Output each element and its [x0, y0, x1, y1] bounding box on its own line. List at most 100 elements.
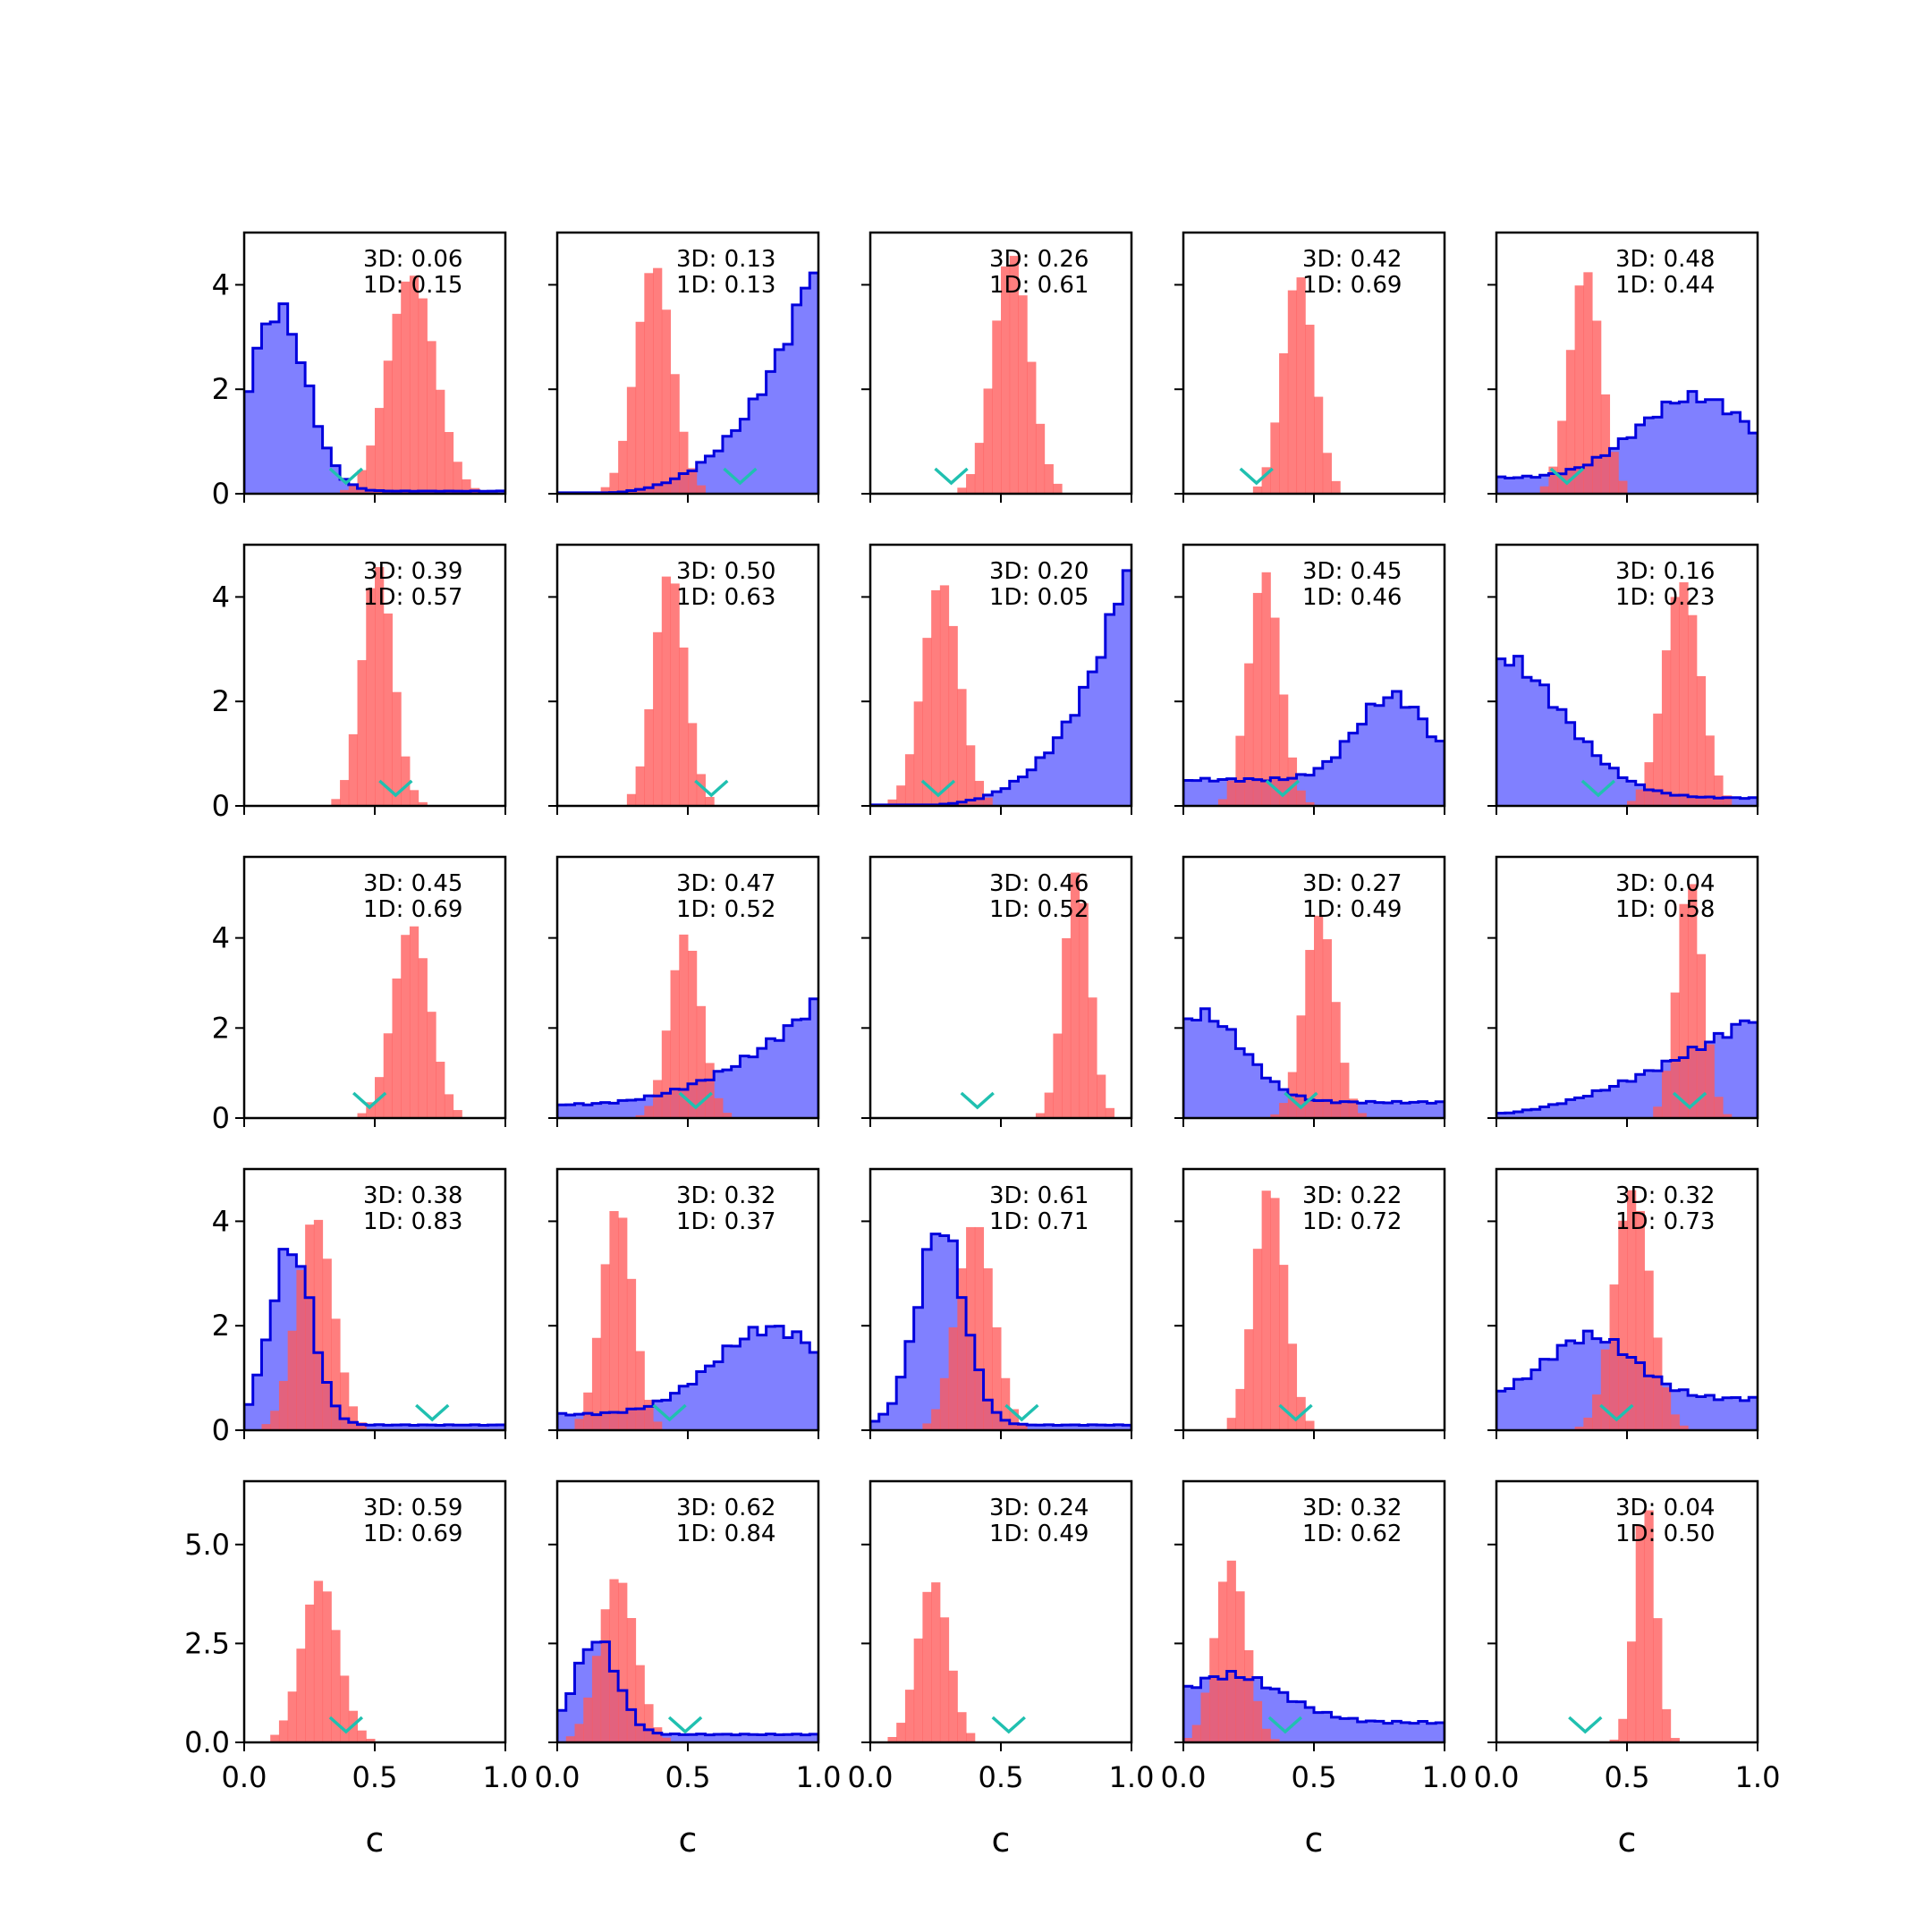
- narrow-bar: [948, 1670, 958, 1742]
- broad-bar: [705, 1734, 715, 1742]
- narrow-bar: [1609, 1284, 1619, 1430]
- broad-bar: [1088, 672, 1097, 806]
- broad-bar: [696, 462, 706, 494]
- broad-bar: [1565, 722, 1576, 806]
- broad-bar: [1653, 417, 1663, 494]
- narrow-bar: [922, 1591, 932, 1742]
- narrow-bar: [904, 754, 915, 806]
- broad-step-outline: [557, 1640, 818, 1742]
- annotation-3d: 3D: 0.38: [363, 1182, 462, 1209]
- x-axis-label: c: [366, 1820, 385, 1860]
- broad-bar: [749, 1734, 758, 1742]
- narrow-bar: [670, 583, 680, 806]
- annotation-3d: 3D: 0.50: [676, 558, 775, 585]
- broad-bar: [1496, 477, 1506, 494]
- broad-bar: [1723, 1037, 1733, 1118]
- broad-bar: [1279, 1692, 1289, 1742]
- broad-bar: [1714, 399, 1724, 494]
- broad-bar: [401, 1424, 411, 1430]
- narrow-bar: [366, 588, 376, 806]
- annotation-3d: 3D: 0.42: [1302, 246, 1402, 273]
- broad-bar: [1670, 1390, 1680, 1430]
- narrow-bar: [305, 1604, 315, 1742]
- narrow-bar: [1018, 295, 1028, 494]
- broad-bar: [722, 436, 733, 494]
- annotation-1d: 1D: 0.69: [363, 1521, 462, 1547]
- broad-bar: [705, 1366, 715, 1430]
- narrow-bar: [992, 320, 1002, 494]
- narrow-bar: [357, 660, 367, 806]
- narrow-bar: [948, 1326, 958, 1430]
- narrow-bar: [922, 638, 932, 806]
- narrow-bar: [357, 1422, 367, 1430]
- broad-bar: [1097, 1425, 1106, 1430]
- narrow-bar: [1574, 285, 1584, 494]
- broad-bar: [1062, 1425, 1072, 1430]
- narrow-bar: [1001, 266, 1011, 494]
- narrow-bar: [340, 1675, 350, 1742]
- broad-bar: [1496, 658, 1506, 806]
- broad-bar: [1530, 1369, 1541, 1430]
- broad-step-outline: [1496, 1019, 1758, 1118]
- narrow-bar: [331, 1630, 341, 1742]
- annotation-1d: 1D: 0.62: [1302, 1521, 1402, 1547]
- narrow-bar: [931, 589, 941, 806]
- annotation-3d: 3D: 0.45: [1302, 558, 1402, 585]
- plot-area: [557, 267, 818, 494]
- annotation-3d: 3D: 0.32: [1615, 1182, 1715, 1209]
- narrow-bar: [1609, 452, 1619, 494]
- narrow-bar: [1217, 799, 1228, 806]
- narrow-bar: [600, 1264, 610, 1430]
- broad-bar: [487, 1425, 497, 1430]
- broad-bar: [801, 1734, 810, 1742]
- broad-bar: [296, 362, 306, 494]
- broad-bar: [792, 1733, 802, 1742]
- broad-bar: [1322, 1712, 1332, 1742]
- narrow-bar: [1252, 486, 1263, 494]
- broad-bar: [1679, 1389, 1689, 1430]
- narrow-bar: [444, 431, 454, 494]
- narrow-bar: [1183, 1737, 1193, 1742]
- narrow-bar: [270, 1734, 280, 1742]
- marker-chevron: [352, 1091, 387, 1110]
- marker-chevron: [1278, 1403, 1313, 1422]
- broad-bar: [653, 1401, 663, 1430]
- broad-bar: [1504, 478, 1514, 494]
- narrow-bar: [644, 1400, 654, 1430]
- y-tick-label: 2: [212, 372, 230, 406]
- narrow-bar: [1548, 466, 1558, 494]
- narrow-bar: [1635, 1210, 1645, 1430]
- narrow-bar: [1261, 467, 1271, 494]
- narrow-bar: [1035, 423, 1046, 494]
- narrow-bar: [565, 1736, 575, 1742]
- broad-bar: [557, 1413, 567, 1430]
- broad-bar: [1627, 1080, 1637, 1118]
- narrow-bar: [392, 691, 402, 806]
- narrow-bar: [444, 1094, 454, 1118]
- plot-area: [1183, 1560, 1445, 1742]
- broad-bar: [679, 1734, 689, 1742]
- broad-bar: [1574, 1097, 1584, 1118]
- narrow-bar: [574, 1724, 584, 1742]
- broad-bar: [801, 1019, 810, 1118]
- annotation-1d: 1D: 0.49: [989, 1521, 1089, 1547]
- broad-bar: [1331, 1716, 1341, 1742]
- broad-bar: [1731, 1024, 1741, 1118]
- broad-bar: [766, 1326, 775, 1430]
- broad-bar: [714, 451, 724, 494]
- narrow-bar: [287, 1330, 297, 1430]
- broad-bar: [1200, 1008, 1210, 1118]
- narrow-bar: [1644, 1510, 1654, 1742]
- narrow-bar: [436, 1062, 445, 1118]
- broad-bar: [1287, 1701, 1298, 1742]
- broad-bar: [1235, 1048, 1245, 1118]
- narrow-bar: [722, 1113, 733, 1118]
- narrow-bar: [366, 1738, 376, 1742]
- narrow-bar: [600, 487, 610, 494]
- narrow-bar: [618, 1582, 628, 1742]
- x-axis-label: c: [679, 1820, 698, 1860]
- broad-bar: [1296, 774, 1306, 806]
